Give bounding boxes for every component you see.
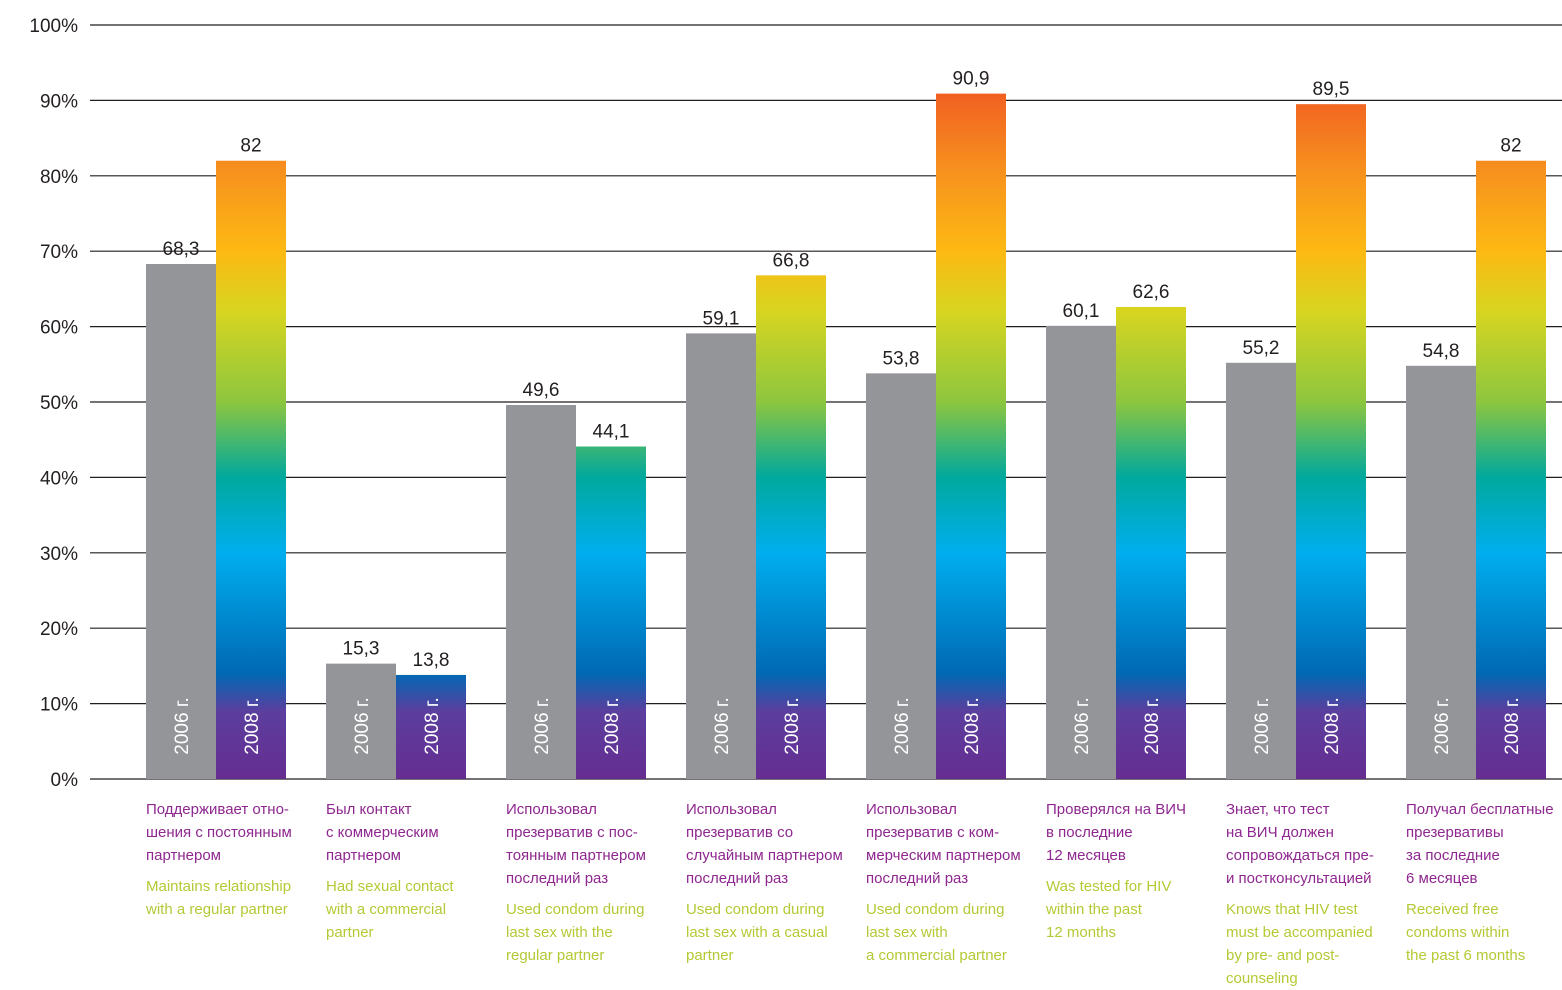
year-label: 2008 г. [1142,697,1163,754]
year-label: 2008 г. [782,697,803,754]
category-label-ru: Использовал презерватив с ком- мерческим… [866,801,1021,887]
category-label-ru: Использовал презерватив с пос- тоянным п… [506,801,646,887]
year-label: 2008 г. [422,697,443,754]
category-caption: Использовал презерватив с пос- тоянным п… [506,798,676,967]
y-tick-label: 80% [40,167,78,188]
year-label: 2006 г. [1072,697,1093,754]
bar-2008 [1476,160,1546,780]
category-caption: Использовал презерватив с ком- мерческим… [866,798,1036,967]
category-caption: Поддерживает отно- шения с постоянным па… [146,798,316,921]
category-caption: Проверялся на ВИЧ в последние 12 месяцев… [1046,798,1216,944]
value-label: 82 [1500,136,1521,157]
y-tick-label: 60% [40,318,78,339]
category-caption: Получал бесплатные презервативы за после… [1406,798,1562,967]
category-label-ru: Поддерживает отно- шения с постоянным па… [146,801,292,864]
category-caption: Использовал презерватив со случайным пар… [686,798,856,967]
year-label: 2006 г. [352,697,373,754]
category-label-en: Was tested for HIV within the past 12 mo… [1046,878,1172,941]
category-label-en: Received free condoms within the past 6 … [1406,901,1526,964]
value-label: 66,8 [773,250,810,271]
category-label-ru: Использовал презерватив со случайным пар… [686,801,843,887]
bar-2006 [326,663,396,779]
year-label: 2006 г. [1432,697,1453,754]
category-label-en: Had sexual contact with a commercial par… [326,878,454,941]
value-label: 62,6 [1133,282,1170,303]
category-caption: Был контакт с коммерческим партнером Had … [326,798,496,944]
value-label: 53,8 [883,348,920,369]
year-label: 2008 г. [602,697,623,754]
value-label: 68,3 [163,239,200,260]
bar-2008 [576,446,646,779]
y-axis-ticks: 0% 10% 20% 30% 40% 50% 60% 70% 80% 90% 100% [29,16,78,791]
year-label: 2008 г. [1502,697,1523,754]
bar-2008 [216,160,286,780]
value-label: 82 [240,136,261,157]
value-label: 44,1 [593,421,630,442]
value-label: 13,8 [413,650,450,671]
bars [146,93,1546,780]
y-tick-label: 70% [40,242,78,263]
value-labels: 68,3 2006 г. 82 2008 г. 15,3 2006 г. 13,8 2008 … [163,69,1523,755]
y-tick-label: 90% [40,91,78,112]
category-label-ru: Получал бесплатные презервативы за после… [1406,801,1554,887]
year-label: 2008 г. [1322,697,1343,754]
bar-2006 [1226,362,1296,779]
year-label: 2008 г. [242,697,263,754]
value-label: 59,1 [703,308,740,329]
y-tick-label: 0% [51,770,79,791]
category-caption: Знает, что тест на ВИЧ должен сопровожда… [1226,798,1396,990]
bar-2008 [396,674,466,779]
bar-2008 [756,275,826,779]
value-label: 55,2 [1243,338,1280,359]
category-label-ru: Проверялся на ВИЧ в последние 12 месяцев [1046,801,1187,864]
year-label: 2006 г. [172,697,193,754]
bar-2008 [1116,306,1186,779]
y-tick-label: 30% [40,544,78,565]
bar-2006 [146,264,216,779]
y-tick-label: 40% [40,468,78,489]
bar-2008 [936,93,1006,779]
category-label-ru: Знает, что тест на ВИЧ должен сопровожда… [1226,801,1374,887]
category-label-en: Used condom during last sex with a casua… [686,901,828,964]
y-tick-label: 10% [40,695,78,716]
year-label: 2006 г. [712,697,733,754]
year-label: 2008 г. [962,697,983,754]
year-label: 2006 г. [532,697,553,754]
value-label: 90,9 [953,69,990,90]
bar-2006 [1406,365,1476,779]
category-label-en: Used condom during last sex with the reg… [506,901,645,964]
category-label-en: Maintains relationship with a regular pa… [146,878,292,918]
category-label-ru: Был контакт с коммерческим партнером [326,801,439,864]
y-tick-label: 100% [29,16,78,37]
year-label: 2006 г. [1252,697,1273,754]
bar-2006 [506,405,576,779]
y-tick-label: 20% [40,619,78,640]
y-tick-label: 50% [40,393,78,414]
value-label: 49,6 [523,380,560,401]
value-label: 89,5 [1313,79,1350,100]
value-label: 54,8 [1423,341,1460,362]
bar-2006 [686,333,756,779]
category-label-en: Used condom during last sex with a comme… [866,901,1007,964]
bar-2006 [866,373,936,779]
value-label: 60,1 [1063,301,1100,322]
bar-2006 [1046,325,1116,779]
year-label: 2006 г. [892,697,913,754]
category-label-en: Knows that HIV test must be accompanied … [1226,901,1373,987]
value-label: 15,3 [343,639,380,660]
bar-2008 [1296,104,1366,780]
